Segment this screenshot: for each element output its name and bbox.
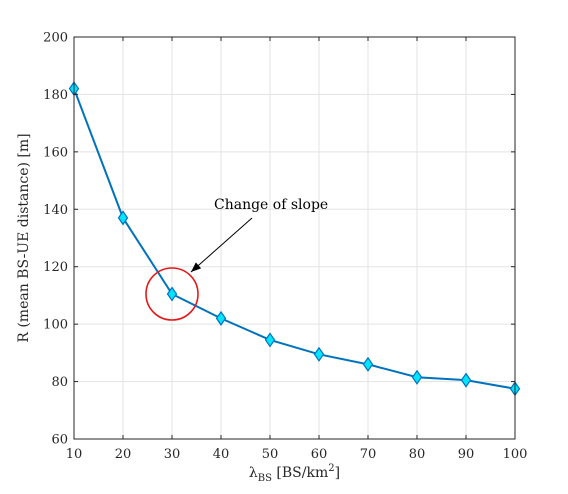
x-tick-label: 100 [503,447,528,462]
annotation-label: Change of slope [214,197,328,213]
x-tick-label: 30 [164,447,181,462]
annotation-arrow-line [190,217,253,273]
x-tick-label: 40 [213,447,230,462]
annotation-arrow-head [191,262,202,272]
x-axis-label-superscript: 2 [328,463,334,474]
x-axis-label-subscript: BS [258,473,272,484]
y-tick-label: 140 [43,203,68,218]
data-point [460,372,472,388]
x-axis-label-units: [BS/km [272,465,328,481]
x-tick-labels: 10 20 30 40 50 60 70 80 90 100 [66,447,528,462]
y-tick-label: 80 [51,375,68,390]
y-tick-label: 60 [51,433,68,448]
data-point [117,210,129,226]
x-tick-label: 70 [360,447,377,462]
y-tick-label: 200 [43,31,68,46]
y-tick-labels: 60 80 100 120 140 160 180 200 [43,31,68,448]
y-tick-label: 120 [43,260,68,275]
data-point [166,286,178,302]
x-tick-label: 60 [311,447,328,462]
data-point [215,310,227,326]
highlight-circle [145,267,199,321]
x-tick-label: 90 [458,447,475,462]
data-point [362,356,374,372]
x-tick-label: 80 [409,447,426,462]
data-point [313,346,325,362]
series-line [73,88,516,390]
x-tick-label: 10 [66,447,83,462]
data-point [411,369,423,385]
x-axis-label-symbol: λ [249,465,258,481]
y-axis-label: R (mean BS-UE distance) [m] [16,133,32,342]
y-tick-label: 100 [43,318,68,333]
y-tick-label: 180 [43,88,68,103]
x-axis-label: λBS [BS/km2] [249,463,340,484]
series-layer [68,81,521,397]
ticks [73,36,516,440]
axes-frame [73,36,516,440]
data-point [264,332,276,348]
x-tick-label: 20 [115,447,132,462]
y-tick-label: 160 [43,145,68,160]
annotation-layer: Change of slope [145,197,328,321]
x-tick-label: 50 [262,447,279,462]
x-axis-label-end: ] [335,465,340,481]
